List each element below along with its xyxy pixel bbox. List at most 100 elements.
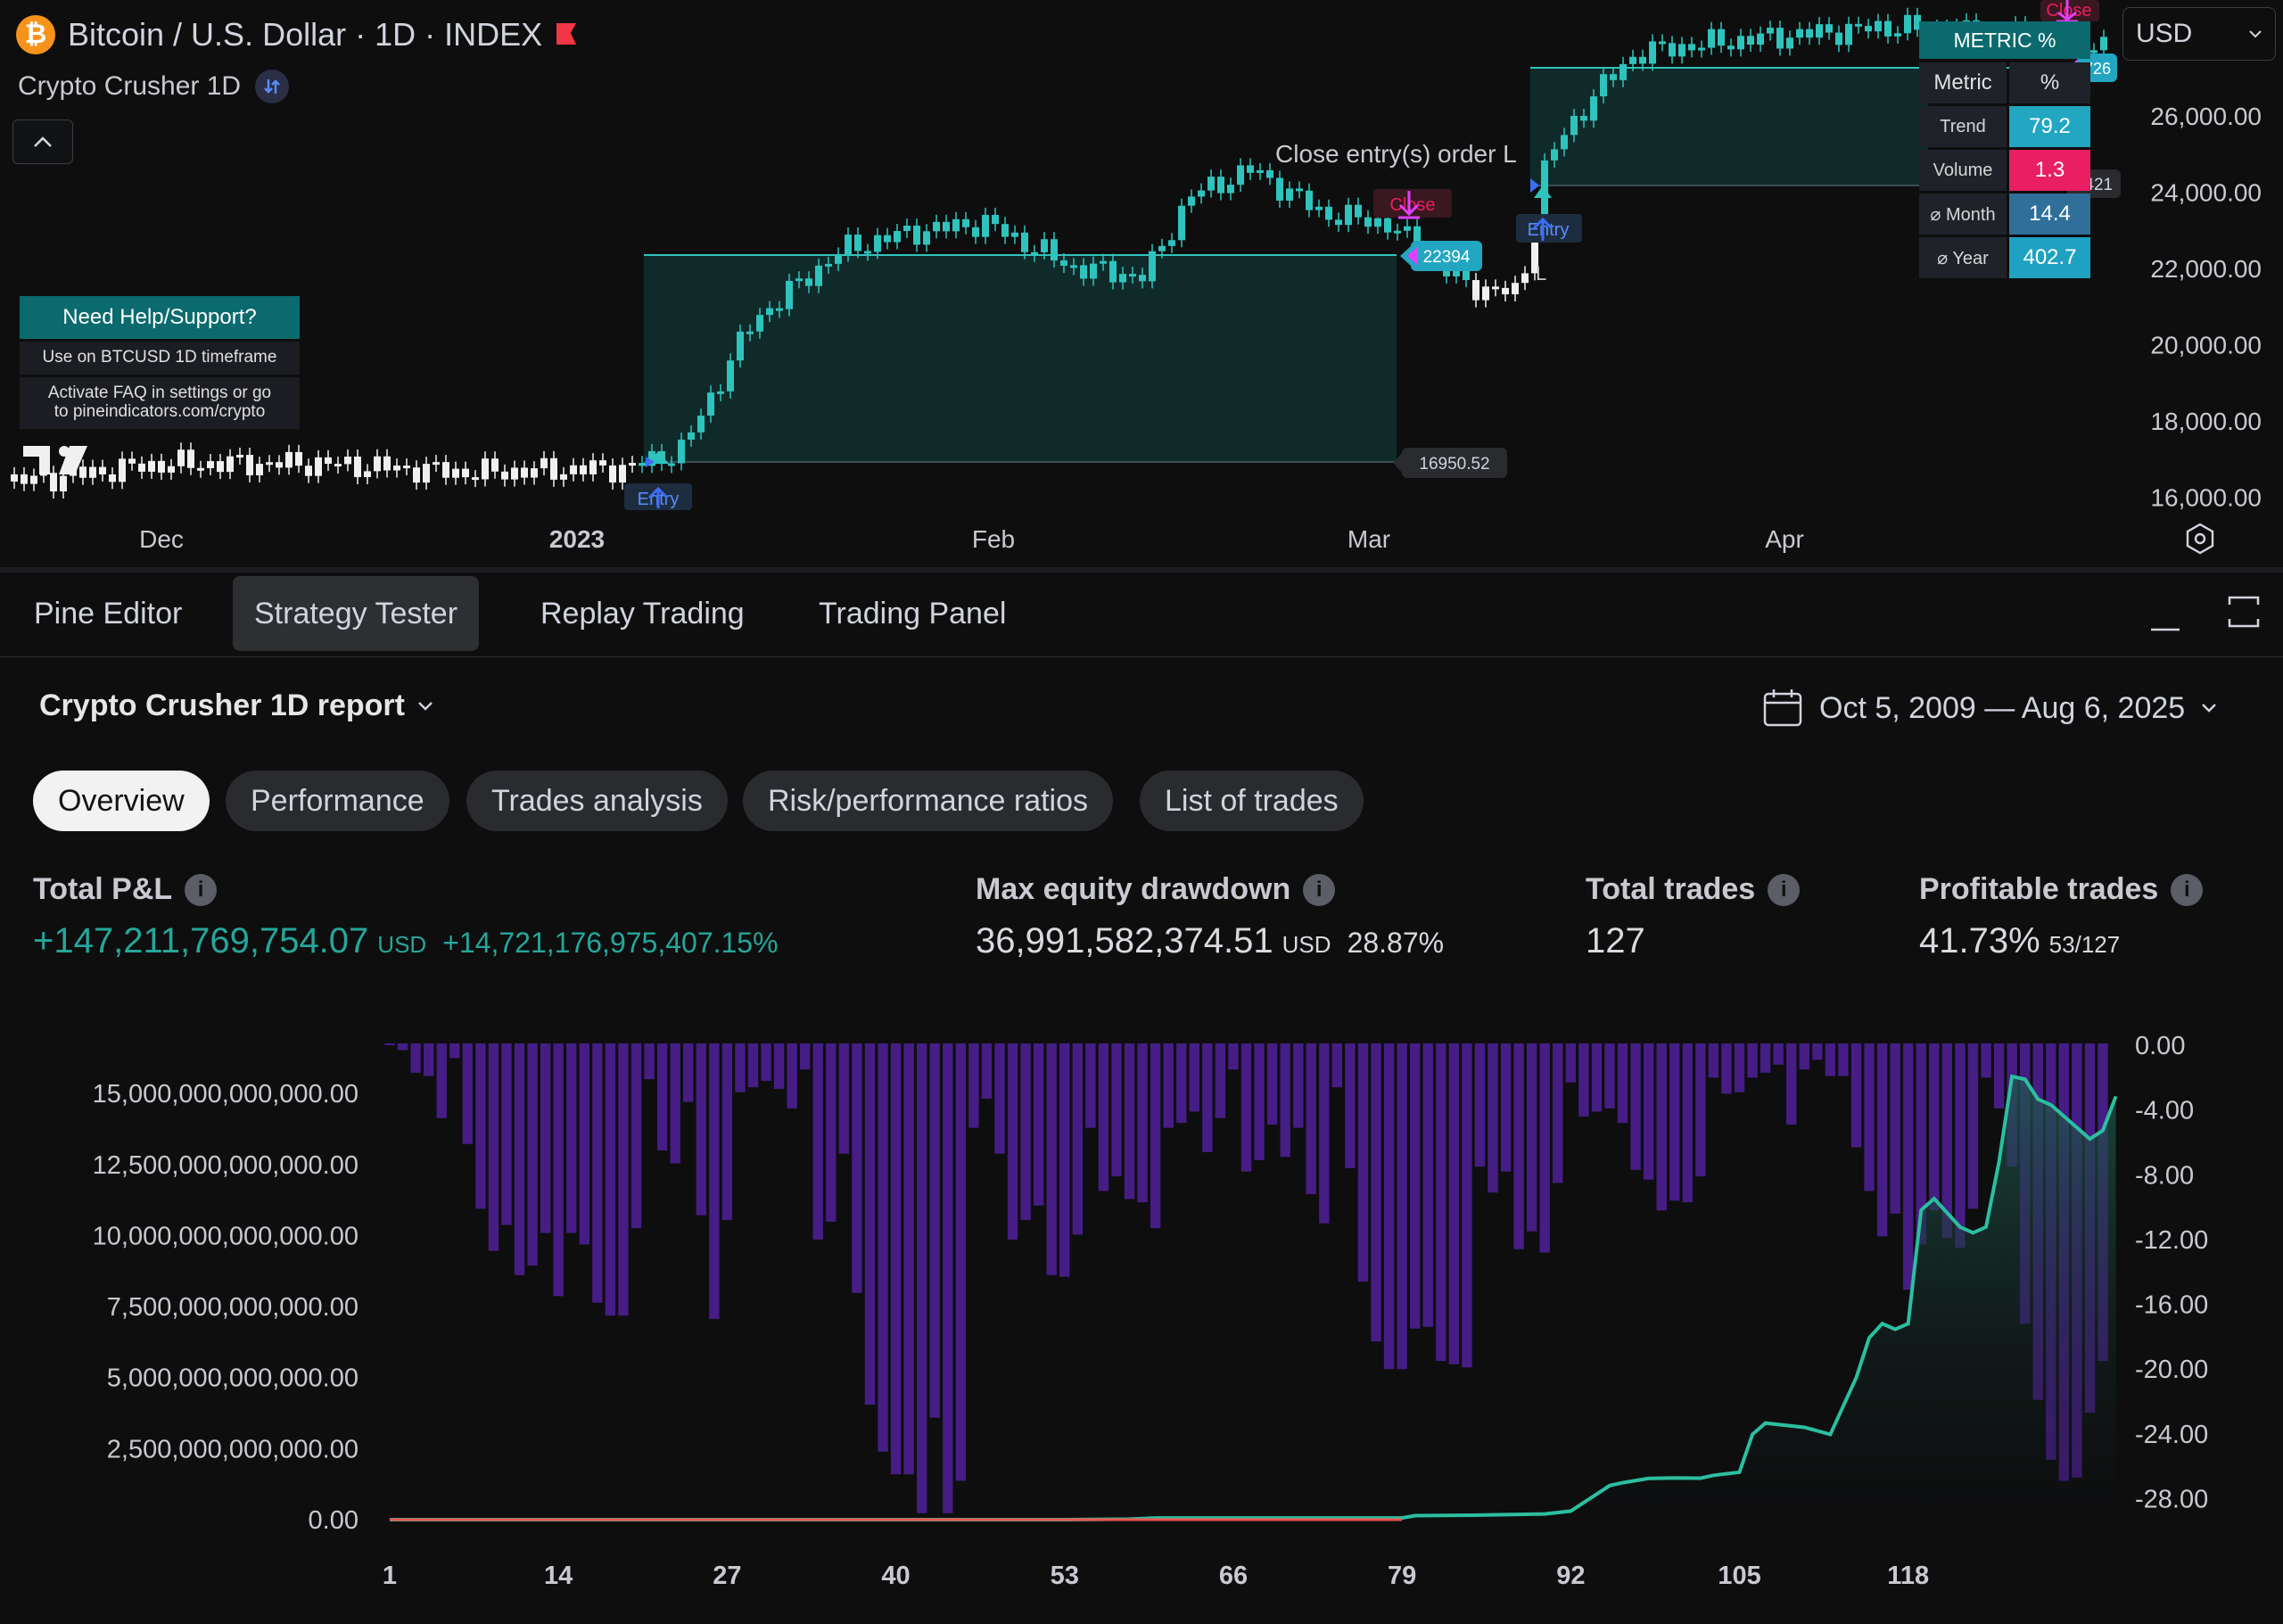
- candle-body: [374, 456, 381, 472]
- candle-body: [423, 464, 430, 483]
- metric-row: Volume 1.3: [1919, 150, 2090, 191]
- collapse-legend-button[interactable]: [12, 120, 73, 164]
- drawdown-bar: [838, 1043, 850, 1154]
- y-right-tick: -16.00: [2135, 1291, 2208, 1320]
- chart-settings-icon[interactable]: [2186, 523, 2214, 555]
- drawdown-bar: [1838, 1043, 1849, 1076]
- help-support-box[interactable]: Need Help/Support? Use on BTCUSD 1D time…: [20, 296, 300, 429]
- currency-select[interactable]: USD: [2122, 7, 2276, 61]
- tab-trading-panel[interactable]: Trading Panel: [819, 597, 1007, 631]
- drawdown-bar: [1189, 1043, 1199, 1112]
- drawdown-bar: [1513, 1043, 1524, 1249]
- subtab-trades-analysis[interactable]: Trades analysis: [466, 771, 728, 831]
- drawdown-bar: [1163, 1043, 1174, 1128]
- price-x-axis[interactable]: Dec 2023 Feb Mar Apr: [139, 525, 1804, 553]
- drawdown-bar: [1916, 1043, 1926, 1245]
- drawdown-bar: [1695, 1043, 1706, 1177]
- candle-body: [1698, 47, 1705, 51]
- y-left-tick: 2,500,000,000,000.00: [107, 1435, 359, 1463]
- subtab-risk-ratios[interactable]: Risk/performance ratios: [743, 771, 1114, 831]
- price-chart[interactable]: Close entry(s) order L 16950.52 22394 24…: [0, 0, 2283, 567]
- candle-body: [1816, 24, 1823, 38]
- symbol-title[interactable]: Bitcoin / U.S. Dollar · 1D · INDEX: [68, 16, 543, 53]
- info-icon[interactable]: i: [2171, 873, 2204, 906]
- candle-body: [1727, 45, 1735, 50]
- drawdown-bar: [852, 1043, 862, 1293]
- candle-body: [295, 451, 302, 466]
- candle-body: [992, 214, 999, 225]
- candle-body: [1806, 29, 1813, 38]
- metric-table-title: METRIC %: [1919, 21, 2090, 59]
- drawdown-bar: [1656, 1043, 1667, 1211]
- price-x-tick: 2023: [549, 525, 605, 553]
- candle-body: [982, 214, 989, 237]
- maximize-icon[interactable]: [2224, 590, 2263, 635]
- candle-body: [1129, 274, 1136, 277]
- candle-body: [236, 455, 243, 458]
- y-right-tick: -4.00: [2135, 1097, 2194, 1125]
- candle-body: [776, 308, 783, 311]
- metric-value: 402.7: [2009, 237, 2090, 278]
- drawdown-bar: [1825, 1043, 1836, 1076]
- drawdown-bar: [1682, 1043, 1693, 1203]
- drawdown-bar: [1422, 1043, 1433, 1327]
- info-icon[interactable]: i: [1303, 873, 1336, 906]
- drawdown-bar: [955, 1043, 967, 1481]
- x-tick: 27: [713, 1562, 741, 1590]
- candle-body: [1492, 286, 1499, 290]
- tab-pine-editor[interactable]: Pine Editor: [34, 597, 183, 631]
- candle-body: [305, 466, 312, 476]
- drawdown-bar: [1565, 1043, 1577, 1083]
- x-tick: 92: [1556, 1562, 1585, 1590]
- drawdown-bar: [1721, 1043, 1732, 1094]
- drawdown-bar: [1357, 1043, 1369, 1282]
- candle-body: [756, 315, 763, 332]
- candle-body: [1335, 219, 1342, 226]
- subtab-list-of-trades[interactable]: List of trades: [1140, 771, 1364, 831]
- candle-body: [1394, 230, 1401, 234]
- drawdown-bar: [1306, 1043, 1316, 1195]
- info-icon[interactable]: i: [185, 873, 218, 906]
- drawdown-bar: [1643, 1043, 1654, 1180]
- info-icon[interactable]: i: [1768, 873, 1801, 906]
- subtab-overview[interactable]: Overview: [33, 771, 210, 831]
- flag-icon[interactable]: [555, 21, 578, 48]
- equity-x-axis: 1 14 27 40 53 66 79 92 105 118: [383, 1562, 1929, 1590]
- candle-body: [256, 464, 263, 475]
- candle-body: [550, 458, 557, 480]
- drawdown-bar: [410, 1043, 421, 1073]
- x-tick: 53: [1051, 1562, 1079, 1590]
- candle-body: [1855, 23, 1862, 27]
- subtab-performance[interactable]: Performance: [226, 771, 449, 831]
- candle-body: [1090, 263, 1097, 279]
- candle-body: [1139, 275, 1146, 282]
- drawdown-bar: [631, 1043, 642, 1229]
- price-y-tick: 16,000.00: [2150, 484, 2262, 512]
- indicator-name[interactable]: Crypto Crusher 1D: [18, 71, 242, 101]
- drawdown-bar: [943, 1043, 953, 1513]
- indicator-legend[interactable]: Crypto Crusher 1D: [18, 70, 290, 103]
- drawdown-bar: [1812, 1043, 1823, 1060]
- candle-body: [1767, 28, 1774, 34]
- report-selector[interactable]: Crypto Crusher 1D report: [39, 688, 433, 723]
- candle-body: [874, 235, 881, 252]
- svg-text:Close: Close: [1389, 195, 1435, 215]
- tab-strategy-tester[interactable]: Strategy Tester: [233, 576, 480, 651]
- candle-body: [766, 308, 773, 316]
- help-title[interactable]: Need Help/Support?: [20, 296, 300, 339]
- candle-body: [1207, 177, 1215, 191]
- candle-body: [815, 265, 822, 286]
- candle-body: [737, 331, 744, 361]
- equity-chart[interactable]: 15,000,000,000,000.0012,500,000,000,000.…: [0, 1017, 2283, 1624]
- drawdown-bar: [800, 1043, 811, 1070]
- minimize-icon[interactable]: [2147, 590, 2183, 635]
- date-range-selector[interactable]: Oct 5, 2009 — Aug 6, 2025: [1762, 688, 2217, 728]
- candle-body: [639, 463, 646, 466]
- tab-replay-trading[interactable]: Replay Trading: [540, 597, 745, 631]
- symbol-header[interactable]: ₿ Bitcoin / U.S. Dollar · 1D · INDEX: [16, 12, 578, 57]
- candle-body: [1580, 115, 1587, 121]
- panel-divider[interactable]: [0, 567, 2283, 573]
- chevron-up-icon: [34, 136, 52, 147]
- candle-body: [1590, 96, 1597, 121]
- price-y-axis[interactable]: 26,000.00 24,000.00 22,000.00 20,000.00 18,0…: [2150, 103, 2262, 512]
